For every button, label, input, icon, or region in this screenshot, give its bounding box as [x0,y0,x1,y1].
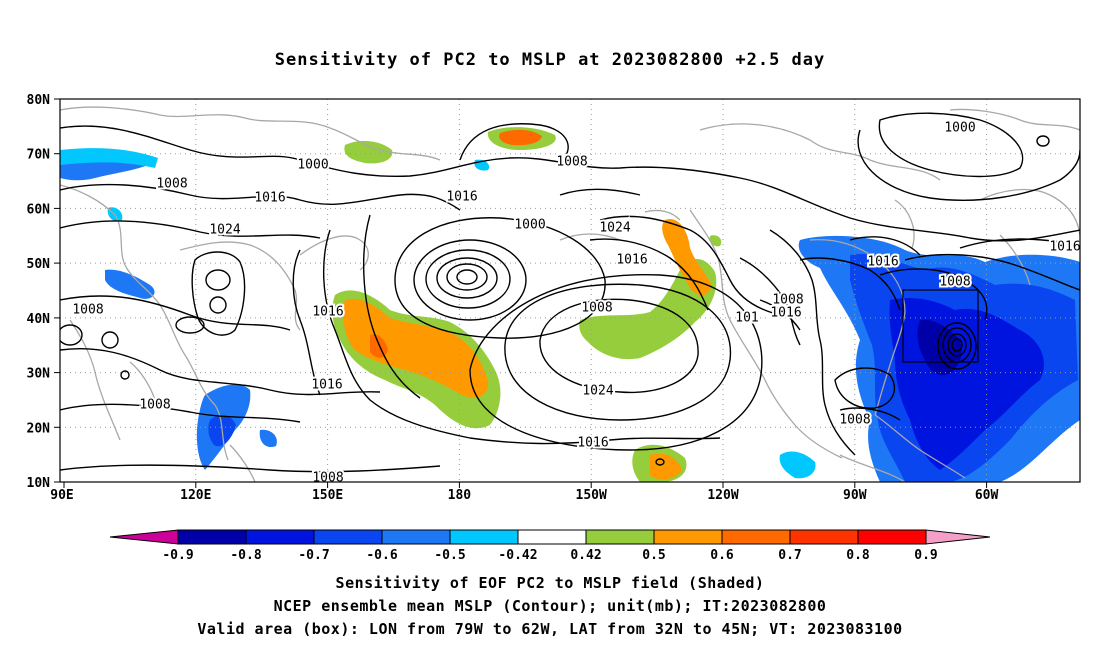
caption-line-2: NCEP ensemble mean MSLP (Contour); unit(… [273,597,827,615]
contour-label: 1000 [944,121,975,136]
lon-label: 120E [180,488,211,503]
lon-label: 120W [707,488,738,503]
colorbar-arrow-high [925,529,991,545]
lat-label: 70N [27,148,51,163]
shade-small-1 [105,269,155,299]
chart-title: Sensitivity of PC2 to MSLP at 2023082800… [274,50,826,70]
lon-label: 90E [50,488,73,503]
mslp-contours [60,112,1080,473]
shade-central-pacific-orange [343,298,489,398]
lon-label: 150W [576,488,607,503]
colorbar-label: -0.9 [162,548,193,563]
shade-sub-2 [709,235,722,247]
colorbar-label: -0.42 [498,548,537,563]
contour-label: 1008 [556,155,587,170]
lat-label: 50N [27,257,51,272]
contour-label: 1008 [839,413,870,428]
colorbar-label: 0.8 [846,548,870,563]
colorbar-label: 0.6 [710,548,734,563]
contour-label: 1016 [254,191,285,206]
valid-area-box [902,289,979,363]
contour-label: 101 [735,311,758,326]
contour-label: 1024 [582,384,613,399]
lat-label: 20N [27,421,51,436]
contour-label: 1016 [577,436,608,451]
lat-label: 60N [27,202,51,217]
shade-ne-pacific-orange [662,219,712,296]
shade-atlantic-deep [917,319,962,376]
contour-label: 1008 [772,293,803,308]
colorbar-swatch [449,529,519,545]
shade-ne-pacific-green [579,258,717,360]
axis-ticks [54,98,988,488]
colorbar-swatch [789,529,859,545]
colorbar-swatch [857,529,927,545]
shade-arctic-1 [344,140,393,164]
contour-label: 1024 [209,223,240,238]
colorbar-label: 0.5 [642,548,665,563]
lon-label: 90W [843,488,867,503]
contour-label: 1016 [1049,240,1080,255]
map-frame [59,98,1081,483]
latitude-labels: 80N 70N 60N 50N 40N 30N 20N 10N [27,93,51,491]
contour-label: 1016 [770,306,801,321]
contour-label: 1008 [581,301,612,316]
caption-line-3: Valid area (box): LON from 79W to 62W, L… [197,620,903,638]
contour-label: 1016 [311,378,342,393]
contour-label: 1016 [616,253,647,268]
longitude-labels: 90E 120E 150E 180 150W 120W 90W 60W [50,488,998,503]
lon-label: 60W [975,488,999,503]
colorbar-swatch [381,529,451,545]
colorbar-label: 0.9 [914,548,937,563]
contour-label: 1024 [599,221,630,236]
colorbar-swatch [177,529,247,545]
lat-label: 80N [27,93,51,108]
caption-line-1: Sensitivity of EOF PC2 to MSLP field (Sh… [335,574,765,592]
colorbar-arrow-low [109,529,179,545]
shading-positive [332,127,722,482]
shade-pacific-nw-2 [60,148,158,168]
contour-label: 1008 [139,398,170,413]
colorbar-label: -0.7 [298,548,329,563]
map-content [60,99,1080,482]
contour-label: 1008 [72,303,103,318]
colorbar-swatch [653,529,723,545]
graticule [60,99,1080,482]
contour-label: 1008 [156,177,187,192]
colorbar-label: -0.5 [434,548,465,563]
colorbar-label: -0.8 [230,548,261,563]
colorbar-swatch [313,529,383,545]
contour-label: 1016 [446,190,477,205]
contour-label: 1016 [312,305,343,320]
colorbar: -0.9 -0.8 -0.7 -0.6 -0.5 -0.42 0.42 0.5 0.6 0.7 0.… [109,529,991,563]
lat-label: 40N [27,312,51,327]
colorbar-label: 0.7 [778,548,801,563]
colorbar-swatch [585,529,655,545]
colorbar-swatch [517,529,587,545]
lon-label: 150E [312,488,343,503]
colorbar-swatch [245,529,315,545]
lat-label: 10N [27,476,51,491]
shade-small-4 [259,429,277,448]
contour-label: 1016 [867,255,898,270]
contour-label: 1008 [939,275,970,290]
colorbar-label: -0.6 [366,548,397,563]
contour-label: 1000 [514,218,545,233]
shade-small-2 [779,451,816,479]
lat-label: 30N [27,367,51,382]
shade-arctic-2o [499,129,542,146]
contour-label: 1000 [297,158,328,173]
colorbar-label: 0.42 [570,548,601,563]
lon-label: 180 [448,488,472,503]
colorbar-swatch [721,529,791,545]
